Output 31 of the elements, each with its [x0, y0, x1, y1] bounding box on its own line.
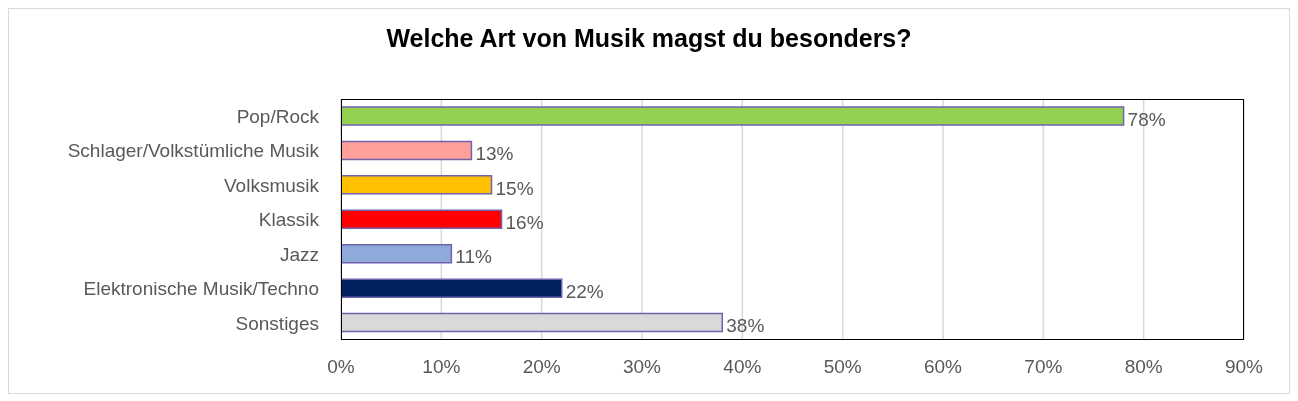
y-tick-label: Volksmusik — [223, 174, 320, 196]
y-tick-label: Pop/Rock — [236, 105, 320, 127]
x-tick-label: 40% — [723, 356, 762, 378]
bar — [341, 209, 503, 230]
x-tick-label: 0% — [327, 356, 355, 378]
data-label: 13% — [475, 143, 514, 165]
data-label: 16% — [505, 212, 544, 234]
bar — [341, 140, 473, 161]
bar — [341, 243, 453, 264]
x-tick-label: 30% — [622, 356, 662, 378]
data-label: 22% — [565, 280, 604, 302]
bar — [341, 106, 1125, 126]
bar — [341, 175, 493, 195]
x-tick-label: 50% — [823, 356, 862, 378]
x-tick-label: 20% — [522, 356, 561, 378]
y-tick-label: Schlager/Volkstümliche Musik — [67, 140, 320, 162]
data-label: 38% — [726, 315, 765, 337]
x-tick-label: 60% — [923, 356, 963, 378]
y-tick-label: Elektronische Musik/Techno — [83, 278, 319, 300]
data-label: 78% — [1127, 108, 1166, 130]
data-label: 15% — [495, 177, 534, 199]
x-tick-label: 80% — [1124, 356, 1163, 378]
y-tick-label: Klassik — [258, 209, 320, 231]
y-tick-label: Sonstiges — [235, 312, 319, 334]
data-label: 11% — [455, 246, 493, 268]
y-tick-label: Jazz — [279, 243, 319, 265]
chart-title: Welche Art von Musik magst du besonders? — [385, 24, 913, 53]
bar — [341, 278, 563, 298]
x-tick-label: 90% — [1224, 356, 1264, 378]
x-tick-label: 10% — [422, 356, 461, 378]
x-tick-label: 70% — [1024, 356, 1063, 378]
